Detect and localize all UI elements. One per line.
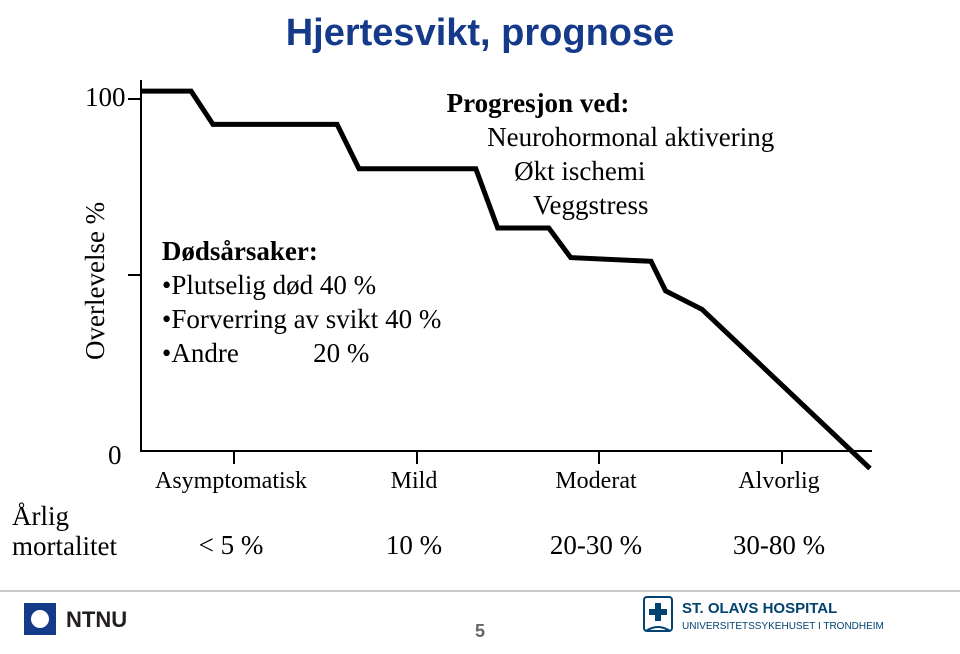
stolavs-logo-line2: UNIVERSITETSSYKEHUSET I TRONDHEIM bbox=[682, 621, 884, 632]
progression-annotation: Progresjon ved: Neurohormonal aktivering… bbox=[447, 87, 775, 222]
progression-title: Progresjon ved: bbox=[447, 87, 775, 121]
progression-line: Neurohormonal aktivering bbox=[447, 121, 775, 155]
mortality-title-line2: mortalitet bbox=[12, 531, 117, 561]
x-tick-2 bbox=[598, 450, 600, 464]
slide-title: Hjertesvikt, prognose bbox=[0, 12, 960, 55]
x-tick-1 bbox=[416, 450, 418, 464]
x-category-3: Alvorlig bbox=[738, 468, 819, 495]
causes-title: Dødsårsaker: bbox=[162, 235, 441, 269]
causes-line: •Plutselig død 40 % bbox=[162, 269, 441, 303]
x-category-0: Asymptomatisk bbox=[155, 468, 307, 495]
ntnu-logo-text: NTNU bbox=[66, 607, 127, 632]
stolavs-logo: ST. OLAVS HOSPITAL UNIVERSITETSSYKEHUSET… bbox=[636, 593, 936, 646]
y-axis-max-label: 100 bbox=[85, 82, 126, 113]
mortality-value-0: < 5 % bbox=[199, 530, 264, 561]
slide: Hjertesvikt, prognose 100 0 Overlevelse … bbox=[0, 0, 960, 654]
stolavs-logo-line1: ST. OLAVS HOSPITAL bbox=[682, 600, 837, 617]
stolavs-logo-icon bbox=[644, 597, 672, 631]
mortality-value-2: 20-30 % bbox=[550, 530, 642, 561]
progression-line: Veggstress bbox=[447, 189, 775, 223]
x-tick-3 bbox=[781, 450, 783, 464]
causes-annotation: Dødsårsaker: •Plutselig død 40 % •Forver… bbox=[162, 235, 441, 370]
progression-line: Økt ischemi bbox=[447, 155, 775, 189]
mortality-title-line1: Årlig bbox=[12, 501, 69, 531]
mortality-value-3: 30-80 % bbox=[733, 530, 825, 561]
mortality-value-1: 10 % bbox=[386, 530, 442, 561]
causes-line: •Forverring av svikt 40 % bbox=[162, 303, 441, 337]
y-axis-min-label: 0 bbox=[108, 440, 122, 471]
mortality-title: Årlig mortalitet bbox=[12, 502, 117, 561]
x-tick-0 bbox=[233, 450, 235, 464]
x-category-2: Moderat bbox=[555, 468, 636, 495]
ntnu-logo: NTNU bbox=[24, 597, 164, 646]
x-category-1: Mild bbox=[391, 468, 438, 495]
y-axis-label: Overlevelse % bbox=[80, 202, 111, 360]
causes-line: •Andre 20 % bbox=[162, 337, 441, 371]
